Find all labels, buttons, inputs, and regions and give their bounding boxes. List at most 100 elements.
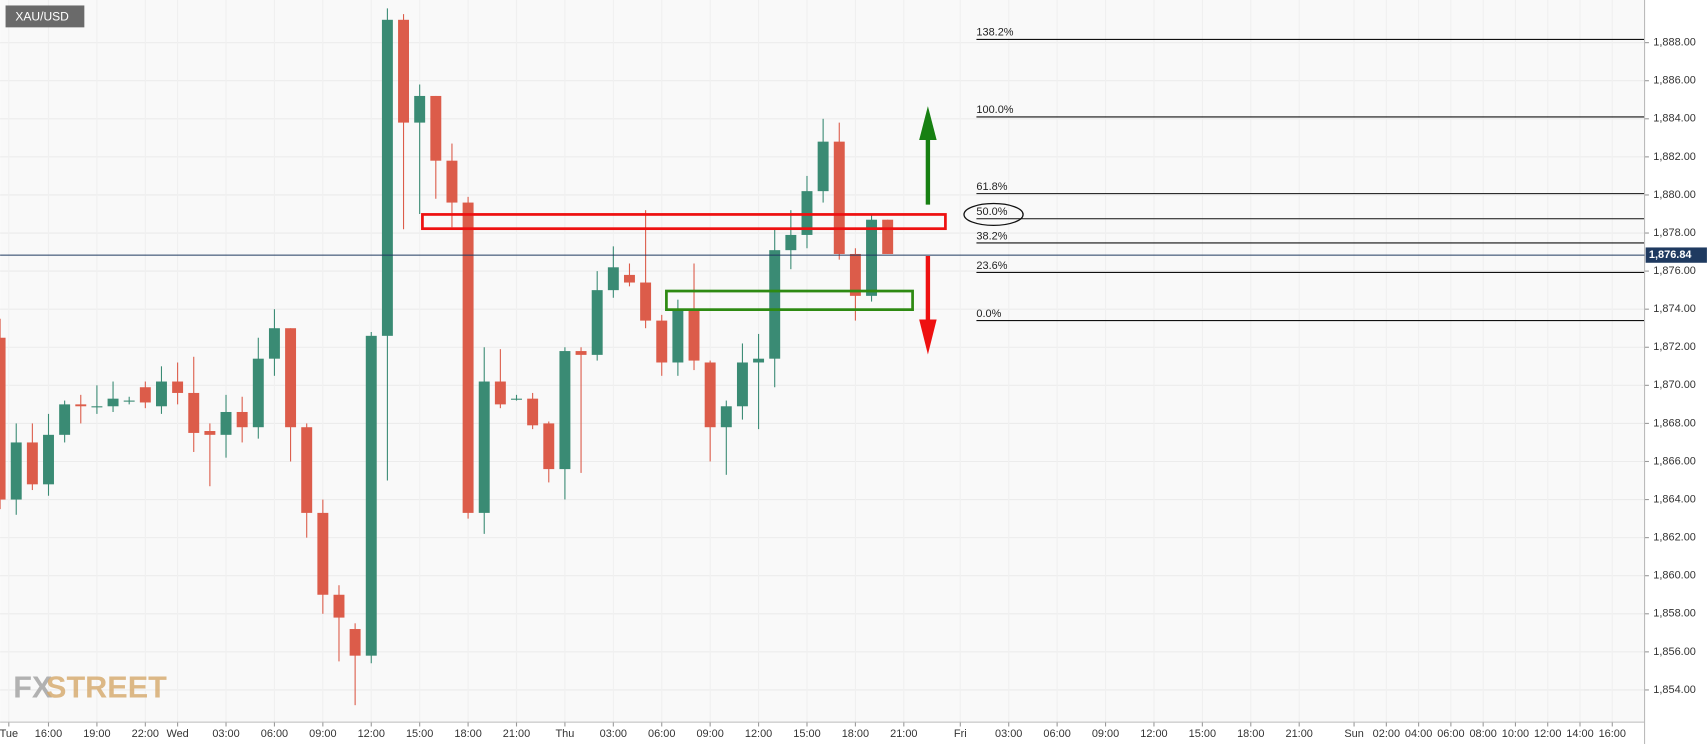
candle-body <box>688 309 700 361</box>
fib-level-label: 38.2% <box>976 230 1007 242</box>
candle-body <box>446 160 458 203</box>
candle-body <box>801 191 813 235</box>
candle-body <box>623 274 635 283</box>
y-tick-label: 1,860.00 <box>1653 570 1696 582</box>
candle-body <box>736 362 748 407</box>
candle-body <box>333 594 345 618</box>
candle-body <box>414 95 426 123</box>
x-tick-label: 03:00 <box>995 728 1022 740</box>
candle-body <box>430 95 442 161</box>
x-tick-label: 21:00 <box>503 728 530 740</box>
x-tick-label: 08:00 <box>1469 728 1496 740</box>
x-tick-label: 12:00 <box>358 728 385 740</box>
symbol-badge <box>5 5 85 28</box>
level-highlight <box>963 202 1024 227</box>
candle-body <box>285 328 297 428</box>
x-tick-label: Sun <box>1344 728 1363 740</box>
candle-body <box>527 398 539 426</box>
x-tick-label: 14:00 <box>1566 728 1593 740</box>
candle-body <box>59 404 71 435</box>
candle-body <box>268 328 280 359</box>
marks <box>0 8 894 706</box>
candle-body <box>172 381 184 393</box>
x-tick-label: 18:00 <box>454 728 481 740</box>
x-tick-label: Wed <box>166 728 188 740</box>
x-tick-label: Thu <box>555 728 574 740</box>
x-tick-label: Tue <box>0 728 18 740</box>
candle-body <box>849 253 861 296</box>
fib-level-label: 50.0% <box>976 206 1007 218</box>
x-tick-label: 12:00 <box>745 728 772 740</box>
x-tick-label: 06:00 <box>648 728 675 740</box>
fib-level-label: 100.0% <box>976 104 1013 116</box>
candle-body <box>155 381 167 407</box>
candle-body <box>607 267 619 291</box>
candle-body <box>478 381 490 513</box>
x-tick-label: 16:00 <box>1599 728 1626 740</box>
x-tick-label: Fri <box>954 728 967 740</box>
x-tick-label: 15:00 <box>406 728 433 740</box>
x-tick-label: 03:00 <box>600 728 627 740</box>
candle-body <box>75 404 87 407</box>
y-tick-label: 1,858.00 <box>1653 608 1696 620</box>
candle-body <box>0 337 6 500</box>
x-tick-label: 12:00 <box>1140 728 1167 740</box>
candle-body <box>769 250 781 359</box>
candle-body <box>365 335 377 656</box>
y-tick-label: 1,884.00 <box>1653 113 1696 125</box>
candle-body <box>10 442 22 500</box>
y-tick-label: 1,862.00 <box>1653 532 1696 544</box>
candle-body <box>204 431 216 435</box>
x-tick-label: 10:00 <box>1502 728 1529 740</box>
candle-body <box>704 362 716 428</box>
y-tick-label: 1,864.00 <box>1653 493 1696 505</box>
candle-body <box>833 141 845 254</box>
candle-body <box>91 406 103 408</box>
support-box <box>665 289 914 312</box>
y-tick-label: 1,872.00 <box>1653 341 1696 353</box>
y-tick-label: 1,878.00 <box>1653 227 1696 239</box>
candle-body <box>107 398 119 407</box>
last-price-label: 1,876.84 <box>1649 249 1692 261</box>
candle-body <box>559 351 571 470</box>
candle-body <box>656 320 668 363</box>
candle-body <box>866 219 878 296</box>
x-tick-label: 04:00 <box>1405 728 1432 740</box>
resistance-box <box>421 213 947 231</box>
candle-body <box>753 358 765 363</box>
x-axis-area <box>0 722 1645 744</box>
candle-body <box>817 141 829 192</box>
y-tick-label: 1,874.00 <box>1653 303 1696 315</box>
x-tick-label: 16:00 <box>35 728 62 740</box>
x-tick-label: 22:00 <box>132 728 159 740</box>
candle-body <box>591 290 603 355</box>
candle-body <box>511 398 522 400</box>
x-tick-label: 15:00 <box>1189 728 1216 740</box>
candle-body <box>43 434 54 485</box>
candle-body <box>139 387 151 403</box>
y-tick-label: 1,888.00 <box>1653 37 1696 49</box>
x-tick-label: 18:00 <box>1237 728 1264 740</box>
candle-body <box>575 351 587 355</box>
candle-body <box>236 411 248 428</box>
y-tick-label: 1,866.00 <box>1653 455 1696 467</box>
candle-body <box>720 406 732 428</box>
watermark-fx: FX <box>13 670 53 704</box>
x-tick-label: 06:00 <box>1437 728 1464 740</box>
x-tick-label: 15:00 <box>793 728 820 740</box>
y-axis-area <box>1644 0 1707 744</box>
y-tick-label: 1,854.00 <box>1653 684 1696 696</box>
candle-body <box>462 202 474 513</box>
y-tick-label: 1,882.00 <box>1653 151 1696 163</box>
candle-body <box>672 309 684 363</box>
candle-body <box>349 629 361 656</box>
fib-level-label: 23.6% <box>976 260 1007 272</box>
x-tick-label: 09:00 <box>309 728 336 740</box>
x-tick-label: 12:00 <box>1534 728 1561 740</box>
candle-body <box>381 19 393 336</box>
y-tick-label: 1,880.00 <box>1653 189 1696 201</box>
y-tick-label: 1,868.00 <box>1653 417 1696 429</box>
x-tick-label: 21:00 <box>1286 728 1313 740</box>
